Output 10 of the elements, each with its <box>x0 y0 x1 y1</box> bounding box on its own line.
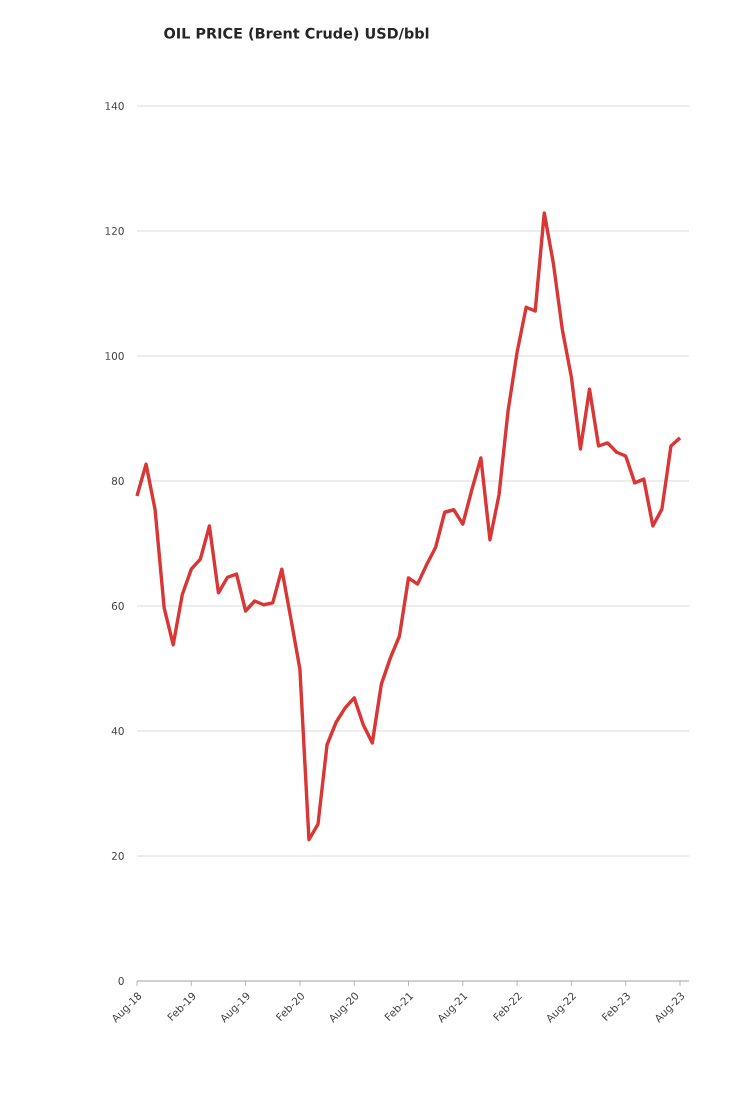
line-series <box>135 211 682 842</box>
y-tick-label: 0 <box>118 977 124 985</box>
y-tick-label: 120 <box>105 227 124 235</box>
y-tick-label: 140 <box>105 102 124 110</box>
y-tick-label: 100 <box>105 352 124 360</box>
y-tick-label: 20 <box>111 852 124 860</box>
y-tick-label: 40 <box>111 727 124 735</box>
y-tick-label: 60 <box>111 602 124 610</box>
y-tick-label: 80 <box>111 477 124 485</box>
chart-title: OIL PRICE (Brent Crude) USD/bbl <box>164 27 429 41</box>
